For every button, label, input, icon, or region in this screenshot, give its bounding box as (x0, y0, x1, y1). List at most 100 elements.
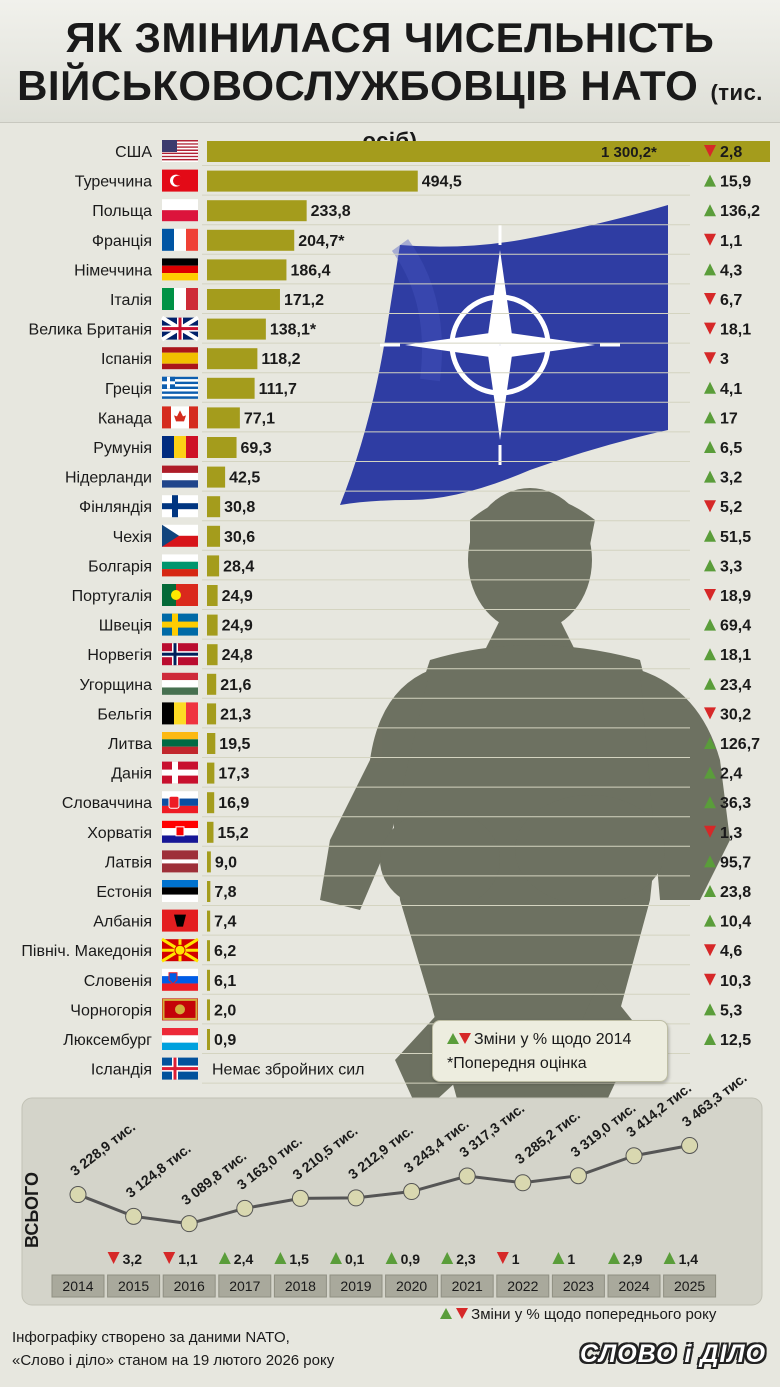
country-label: Німеччина (74, 262, 152, 279)
flag-stripe (162, 381, 198, 385)
down-triangle-icon (704, 233, 716, 246)
bar-value-label: 42,5 (229, 470, 260, 487)
flag-icon (162, 880, 198, 902)
flag-stripe (162, 1042, 198, 1050)
flag-stripe (162, 391, 198, 394)
bar-value-label: 16,9 (218, 795, 249, 812)
bar-value-label: 2,0 (214, 1002, 236, 1019)
yearly-change-value: 1 (512, 1251, 520, 1267)
yearly-change-value: 2,3 (456, 1251, 476, 1267)
flag-stripe (162, 535, 198, 547)
up-triangle-icon (704, 529, 716, 542)
bar-value-label: 17,3 (218, 766, 249, 783)
bar (207, 585, 218, 606)
flag-icon (162, 288, 198, 310)
flag-stripe (162, 859, 198, 864)
table-row: Албанія 7,4 10,4 (93, 909, 751, 936)
data-point (569, 1167, 587, 1185)
flag-border (162, 998, 198, 1020)
bar (207, 762, 215, 784)
flag-cross (162, 327, 198, 331)
down-triangle-icon (704, 973, 716, 986)
change-value: 4,6 (720, 943, 742, 960)
total-axis-label: ВСЬОГО (22, 1172, 42, 1248)
flag-stripe (162, 887, 198, 895)
change-value: 1,1 (720, 233, 742, 250)
flag-icon (162, 140, 198, 162)
change-value: 17 (720, 410, 738, 427)
bar-value-label: 111,7 (259, 381, 297, 398)
up-triangle-icon (704, 381, 716, 394)
title-line-2: ВІЙСЬКОВОСЛУЖБОВЦІВ НАТО (тис. осіб) (0, 62, 780, 158)
country-label: Люксембург (63, 1032, 152, 1049)
flag-stripe (162, 393, 198, 397)
flag-stripe (162, 791, 198, 799)
flag-icon (162, 613, 198, 636)
year-label: 2014 (62, 1278, 93, 1294)
flag-icon (162, 465, 198, 488)
flag-icon (162, 643, 198, 666)
up-triangle-icon (704, 441, 716, 453)
table-row: Іспанія 118,2 3 (101, 347, 729, 374)
flag-stripe (162, 146, 198, 148)
bar (207, 940, 210, 962)
change-value: 2,8 (720, 144, 742, 161)
flag-icon (162, 968, 198, 991)
year-tab (663, 1274, 717, 1298)
change-value: 15,9 (720, 174, 751, 191)
iceland-note: Немає збройних сил (212, 1062, 365, 1079)
flag-stripe (162, 880, 198, 888)
flag-stripe (176, 584, 198, 606)
change-value: 10,4 (720, 914, 751, 931)
bar-value-label: 30,6 (224, 529, 255, 546)
table-row: Чорногорія 2,0 5,3 (70, 998, 742, 1025)
flag-stripe (162, 569, 198, 577)
flag-stripe (162, 894, 198, 902)
title-main: ВІЙСЬКОВОСЛУЖБОВЦІВ НАТО (17, 62, 699, 109)
up-triangle-icon (704, 1033, 716, 1045)
country-label: Туреччина (75, 174, 152, 191)
change-value: 5,2 (720, 499, 742, 516)
bar-value-label: 0,9 (214, 1032, 236, 1049)
flag-emblem (168, 795, 180, 809)
table-row: Литва 19,5 126,7 (108, 732, 760, 758)
down-triangle-icon (704, 293, 716, 305)
down-triangle-icon (459, 1033, 471, 1044)
table-row: Канада 77,1 17 (98, 406, 738, 433)
flag-stripe (162, 680, 198, 688)
change-value: 95,7 (720, 854, 751, 871)
line-chart-panel (21, 1097, 763, 1306)
bar-value-label: 6,2 (214, 943, 236, 960)
year-tab (551, 1274, 605, 1298)
table-row: Фінляндія 30,8 5,2 (79, 495, 742, 522)
flag-stripe (162, 140, 198, 142)
up-triangle-icon (704, 737, 716, 749)
flag-icon (162, 1057, 198, 1080)
change-value: 18,9 (720, 588, 751, 605)
flag-stripe (162, 436, 174, 458)
flag-stripe (162, 228, 174, 251)
change-value: 12,5 (720, 1032, 751, 1049)
flag-stripe (162, 199, 198, 211)
yearly-change-value: 1,5 (289, 1251, 309, 1267)
country-label: Естонія (96, 884, 152, 901)
change-value: 136,2 (720, 203, 760, 220)
bar (207, 1029, 210, 1050)
country-label: Данія (111, 766, 152, 783)
bar-value-label: 6,1 (214, 973, 236, 990)
year-tab (273, 1274, 327, 1298)
up-triangle-icon (704, 855, 716, 868)
change-value: 23,4 (720, 677, 751, 694)
up-triangle-icon (218, 1252, 231, 1264)
flag-stripe (162, 149, 198, 151)
bar-value-label: 171,2 (284, 292, 324, 309)
flag-icon (162, 791, 198, 814)
down-triangle-icon (704, 825, 716, 838)
bar (207, 851, 211, 873)
country-label: Литва (108, 736, 152, 753)
flag-stripe (162, 141, 198, 144)
flag-icon (162, 258, 198, 281)
table-row: Словаччина 16,9 36,3 (62, 791, 751, 818)
bar-value-label: 118,2 (261, 351, 300, 368)
bar-value-label: 28,4 (223, 558, 254, 575)
